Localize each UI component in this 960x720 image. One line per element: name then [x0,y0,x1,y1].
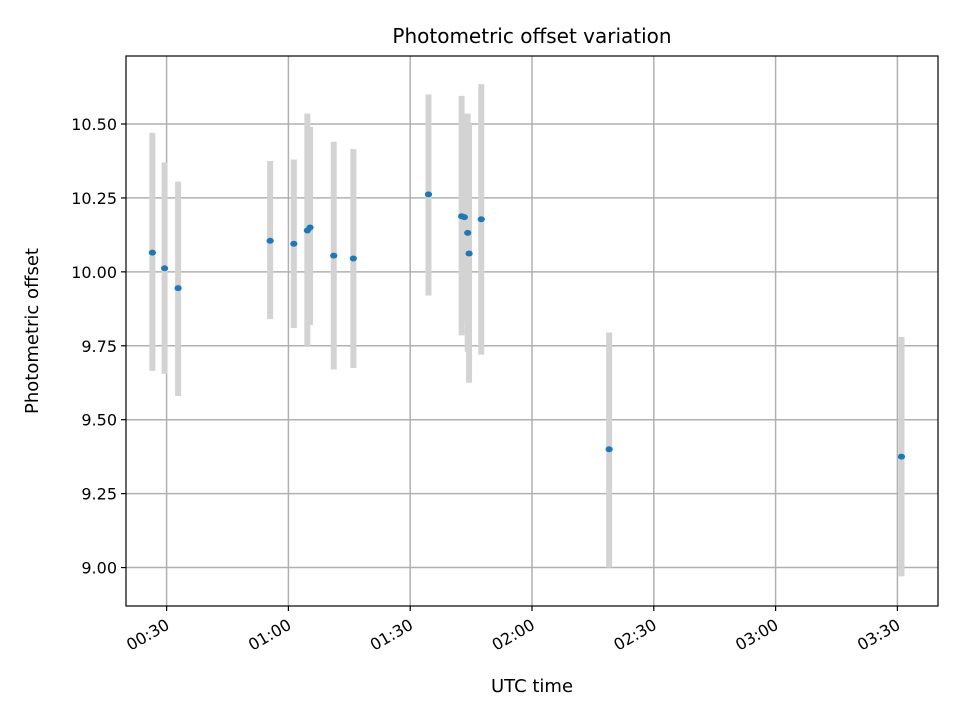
data-point [148,249,156,256]
y-tick-label: 10.50 [71,115,117,134]
data-point [266,237,274,244]
x-tick-label: 02:30 [610,615,659,655]
data-point [465,250,473,257]
data-point [424,191,433,198]
y-ticks: 9.00 9.25 9.50 9.75 10.00 10.25 10.50 [71,115,126,578]
chart-title: Photometric offset variation [392,24,671,48]
x-tick-label: 02:00 [489,615,538,655]
x-axis-label: UTC time [491,676,573,697]
data-point [605,446,613,453]
data-point [477,216,485,223]
data-point [330,252,338,259]
data-point [290,240,298,247]
x-tick-label: 00:30 [123,615,172,655]
y-tick-label: 9.25 [81,485,117,504]
data-point [174,285,182,292]
x-tick-label: 01:00 [245,615,294,655]
y-tick-label: 9.75 [81,337,117,356]
x-tick-label: 03:00 [732,615,781,655]
data-point [464,229,472,236]
grid [126,56,938,606]
data-point [306,224,314,231]
x-ticks: 00:30 01:00 01:30 02:00 02:30 03:00 03:30 [123,606,903,655]
data-point [897,453,906,460]
data-point [460,214,468,221]
y-axis-label: Photometric offset [22,248,43,414]
data-point [160,265,169,272]
y-tick-label: 9.00 [81,559,117,578]
data-point [349,255,357,262]
y-tick-label: 10.25 [71,189,117,208]
y-tick-label: 10.00 [71,263,117,282]
x-tick-label: 01:30 [367,615,416,655]
y-tick-label: 9.50 [81,411,117,430]
x-tick-label: 03:30 [854,615,903,655]
data-points [148,191,906,460]
errorbars [149,84,905,577]
